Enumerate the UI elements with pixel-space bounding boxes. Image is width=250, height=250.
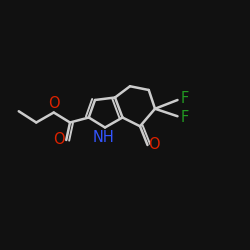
Text: F: F <box>180 110 189 125</box>
Text: O: O <box>54 132 65 148</box>
Text: O: O <box>48 96 60 111</box>
Text: NH: NH <box>93 130 114 144</box>
Text: F: F <box>180 91 189 106</box>
Text: O: O <box>148 137 160 152</box>
